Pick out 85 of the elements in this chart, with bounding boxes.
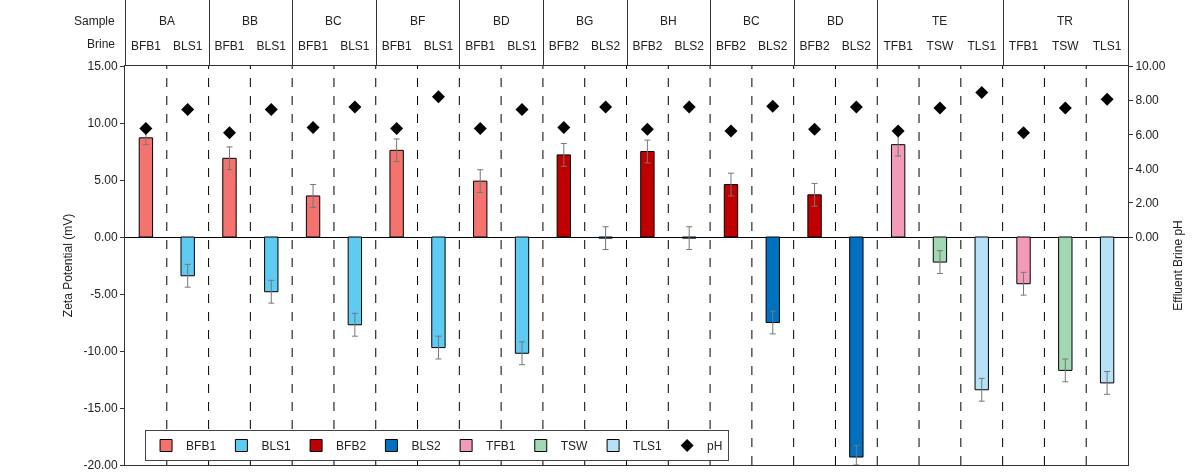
point [473, 121, 487, 135]
y-tick-label: 15.00 [87, 59, 118, 74]
legend-label: pH [707, 439, 723, 454]
text: TE [932, 14, 948, 28]
point [139, 121, 153, 135]
y-tick-label: 10.00 [87, 116, 118, 131]
point [1100, 92, 1114, 106]
x-tick-label: BLS2 [674, 39, 705, 54]
text: BB [242, 14, 259, 28]
text: BC [743, 14, 760, 28]
point [891, 124, 905, 138]
point [849, 100, 863, 114]
x-tick-label: TLS1 [1092, 39, 1122, 54]
y2-axis-title: Effluent Brine pH [1170, 220, 1185, 311]
point [599, 100, 613, 114]
point [222, 126, 236, 140]
legend-label: BLS2 [411, 439, 442, 454]
point [724, 124, 738, 138]
text: BD [493, 14, 510, 28]
point [181, 103, 195, 117]
legend-label: BFB1 [186, 439, 217, 454]
point [431, 90, 445, 104]
text: Sample [74, 14, 116, 28]
point [264, 103, 278, 117]
y2-tick-label: 0.00 [1135, 230, 1160, 245]
point [348, 100, 362, 114]
x-tick-label: BLS1 [173, 39, 203, 54]
x-tick-label: BLS1 [256, 39, 287, 54]
x-tick-label: BFB2 [715, 39, 747, 54]
y2-tick-label: 10.00 [1135, 59, 1166, 74]
point [640, 122, 654, 136]
x-tick-label: BLS2 [590, 39, 621, 54]
y-tick-label: 5.00 [94, 173, 118, 188]
x-tick-label: BFB2 [548, 39, 580, 54]
text: BG [576, 14, 594, 28]
x-tick-label: BLS1 [340, 39, 370, 54]
text: BH [660, 14, 677, 28]
y-tick-label: 0.00 [94, 230, 118, 245]
point [766, 99, 780, 113]
x-tick-label: BFB1 [298, 39, 329, 54]
x-tick-label: TSW [1051, 39, 1080, 54]
y2-tick-label: 2.00 [1135, 196, 1160, 211]
y-tick-label: -5.00 [90, 287, 118, 302]
x-tick-label: TFB1 [1008, 39, 1039, 54]
y2-tick-label: 6.00 [1135, 127, 1160, 142]
y2-tick-label: 8.00 [1135, 93, 1160, 108]
text: BA [159, 14, 176, 28]
point [975, 86, 989, 100]
y-tick-label: -15.00 [83, 401, 118, 416]
legend-label: TSW [560, 439, 589, 454]
x-tick-label: BFB2 [632, 39, 663, 54]
x-tick-label: BFB1 [214, 39, 245, 54]
x-tick-label: BLS1 [507, 39, 538, 54]
x-tick-label: BLS2 [758, 39, 788, 54]
point [1017, 126, 1031, 140]
x-tick-label: BLS2 [841, 39, 872, 54]
legend-label: TFB1 [486, 439, 516, 454]
text: Brine [87, 37, 116, 51]
text: TR [1057, 14, 1074, 28]
x-tick-label: BFB1 [465, 39, 496, 54]
text: BD [827, 14, 844, 28]
point [306, 121, 320, 135]
x-tick-label: BFB1 [130, 39, 162, 54]
x-tick-label: BLS1 [423, 39, 454, 54]
legend-label: BFB2 [336, 439, 367, 454]
point [557, 121, 571, 135]
y-tick-label: -20.00 [83, 458, 118, 473]
x-tick-label: TSW [926, 39, 954, 54]
point [682, 100, 696, 114]
y2-tick-label: 4.00 [1135, 161, 1160, 176]
x-tick-label: TLS1 [967, 39, 997, 54]
legend-label: TLS1 [633, 439, 663, 454]
x-tick-label: TFB1 [883, 39, 914, 54]
y-axis-title: Zeta Potential (mV) [60, 213, 75, 318]
point [515, 103, 529, 117]
text: BF [410, 14, 426, 28]
point [933, 101, 947, 115]
point [390, 121, 404, 135]
point [808, 122, 822, 136]
y-tick-label: -10.00 [83, 344, 118, 359]
legend-label: BLS1 [261, 439, 292, 454]
x-tick-label: BFB2 [799, 39, 830, 54]
point [1058, 101, 1072, 115]
x-tick-label: BFB1 [381, 39, 412, 54]
text: BC [325, 14, 342, 28]
